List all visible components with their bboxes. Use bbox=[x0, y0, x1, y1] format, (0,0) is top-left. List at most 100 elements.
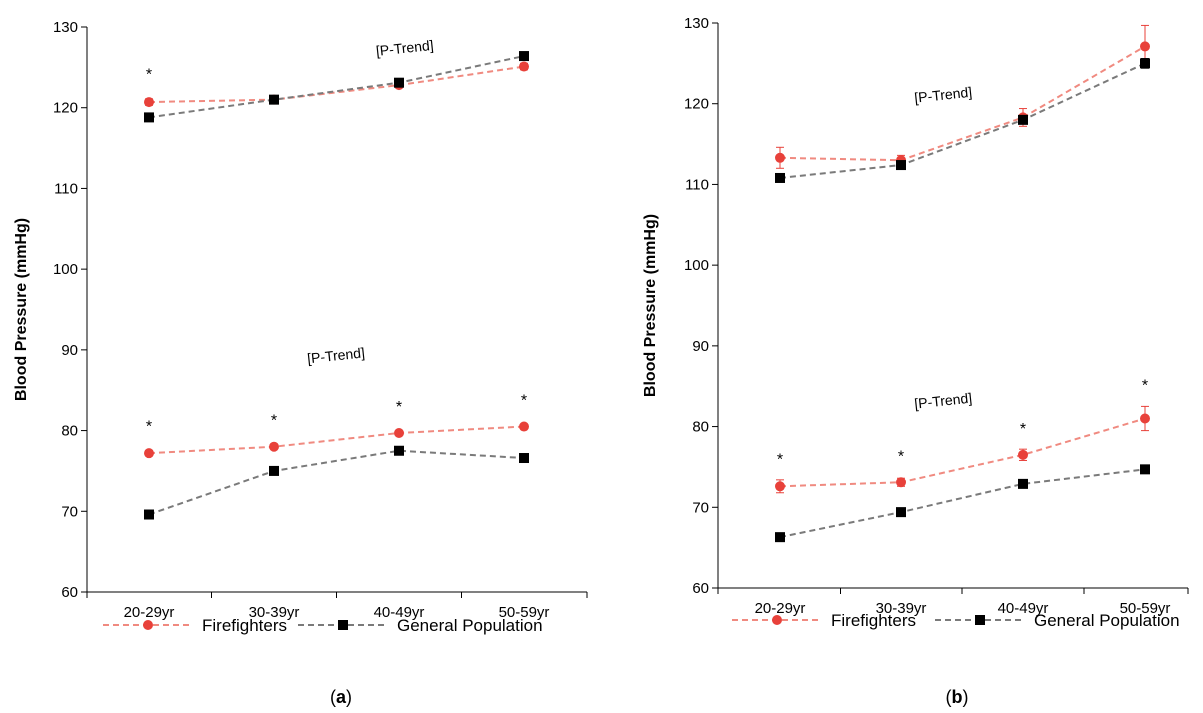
x-tick-label: 30-39yr bbox=[249, 604, 300, 621]
legend-label-firefighters: Firefighters bbox=[202, 616, 287, 635]
data-point bbox=[144, 448, 154, 459]
series-systolic-general-population bbox=[775, 58, 1150, 183]
data-point bbox=[519, 51, 529, 62]
series-diastolic-firefighters bbox=[775, 405, 1150, 494]
series-diastolic-firefighters bbox=[144, 421, 529, 459]
legend: Firefighters General Population bbox=[732, 611, 1180, 630]
series-line bbox=[148, 425, 525, 455]
y-tick-label: 70 bbox=[692, 499, 709, 516]
panel-label-paren: ) bbox=[963, 687, 969, 707]
panel-label-paren: ( bbox=[330, 687, 336, 707]
chart-panel-b: 60 70 80 90 100 110 120 130 20-29yr 30-39yr 40-49y… bbox=[642, 15, 1189, 707]
legend-label-firefighters: Firefighters bbox=[831, 611, 916, 630]
data-point bbox=[144, 509, 154, 520]
y-tick-label: 90 bbox=[692, 338, 709, 355]
significance-star: * bbox=[271, 413, 277, 430]
panel-label-letter: b bbox=[952, 687, 963, 707]
x-tick-label: 40-49yr bbox=[998, 600, 1049, 617]
y-tick-label: 120 bbox=[53, 100, 78, 117]
data-point bbox=[519, 61, 529, 72]
data-point bbox=[1018, 449, 1028, 460]
significance-star: * bbox=[777, 452, 783, 469]
x-tick-label: 50-59yr bbox=[1120, 600, 1171, 617]
series-line bbox=[148, 449, 525, 516]
data-point bbox=[1140, 413, 1150, 424]
significance-star: * bbox=[146, 66, 152, 83]
series-line bbox=[779, 62, 1146, 179]
panel-label-letter: a bbox=[336, 687, 347, 707]
data-point bbox=[1140, 58, 1150, 69]
data-point bbox=[896, 477, 906, 488]
data-point bbox=[1140, 464, 1150, 475]
p-trend-annotation: [P-Trend] bbox=[914, 390, 973, 412]
series-line bbox=[148, 65, 525, 104]
x-tick-label: 40-49yr bbox=[374, 604, 425, 621]
x-tick-label: 50-59yr bbox=[499, 604, 550, 621]
p-trend-annotation: [P-Trend] bbox=[914, 84, 973, 106]
data-point bbox=[269, 465, 279, 476]
significance-star: * bbox=[146, 418, 152, 435]
legend-marker-firefighters bbox=[143, 620, 153, 630]
significance-star: * bbox=[1020, 421, 1026, 438]
data-point bbox=[144, 97, 154, 108]
data-point bbox=[896, 507, 906, 518]
data-point bbox=[519, 453, 529, 464]
y-tick-label: 90 bbox=[61, 342, 78, 359]
y-tick-label: 100 bbox=[53, 261, 78, 278]
series-line bbox=[779, 468, 1146, 539]
data-point bbox=[394, 427, 404, 438]
legend: Firefighters General Population bbox=[103, 616, 543, 635]
series-diastolic-general-population bbox=[775, 464, 1150, 543]
y-axis-label: Blood Pressure (mmHg) bbox=[13, 218, 30, 401]
legend-label-general-population: General Population bbox=[1034, 611, 1180, 630]
y-tick-label: 80 bbox=[692, 419, 709, 436]
data-point bbox=[519, 421, 529, 432]
x-tick-label: 30-39yr bbox=[876, 600, 927, 617]
panel-label: (a) bbox=[330, 687, 352, 707]
data-point bbox=[1018, 114, 1028, 125]
legend-label-general-population: General Population bbox=[397, 616, 543, 635]
legend-marker-firefighters bbox=[772, 615, 782, 625]
data-point bbox=[896, 160, 906, 171]
series-line bbox=[779, 45, 1146, 162]
data-point bbox=[1018, 478, 1028, 489]
data-point bbox=[394, 77, 404, 88]
panel-label-paren: ( bbox=[946, 687, 952, 707]
y-tick-label: 130 bbox=[684, 15, 709, 32]
data-point bbox=[775, 152, 785, 163]
series-line bbox=[779, 417, 1146, 488]
y-tick-label: 60 bbox=[692, 580, 709, 597]
y-tick-label: 100 bbox=[684, 257, 709, 274]
data-point bbox=[269, 441, 279, 452]
data-point bbox=[144, 112, 154, 123]
series-line bbox=[148, 55, 525, 119]
panel-label: (b) bbox=[946, 687, 969, 707]
legend-marker-general-population bbox=[338, 620, 348, 630]
data-point bbox=[775, 172, 785, 183]
series-systolic-firefighters bbox=[144, 61, 529, 108]
data-point bbox=[775, 532, 785, 543]
significance-star: * bbox=[521, 393, 527, 410]
data-point bbox=[775, 481, 785, 492]
panel-label-paren: ) bbox=[346, 687, 352, 707]
data-point bbox=[394, 445, 404, 456]
significance-star: * bbox=[1142, 377, 1148, 394]
significance-star: * bbox=[898, 448, 904, 465]
y-tick-label: 60 bbox=[61, 584, 78, 601]
y-tick-label: 80 bbox=[61, 423, 78, 440]
y-tick-label: 110 bbox=[685, 176, 709, 193]
x-tick-label: 20-29yr bbox=[124, 604, 175, 621]
p-trend-annotation: [P-Trend] bbox=[375, 37, 434, 59]
series-systolic-general-population bbox=[144, 51, 529, 123]
chart-panel-a: 60 70 80 90 100 110 120 130 20-29yr 30-39yr 40-49y… bbox=[13, 19, 588, 707]
series-diastolic-general-population bbox=[144, 445, 529, 520]
y-tick-label: 110 bbox=[54, 180, 78, 197]
data-point bbox=[1140, 41, 1150, 52]
data-point bbox=[269, 94, 279, 105]
y-axis-label: Blood Pressure (mmHg) bbox=[642, 214, 659, 397]
significance-star: * bbox=[396, 399, 402, 416]
x-tick-label: 20-29yr bbox=[755, 600, 806, 617]
y-tick-label: 70 bbox=[61, 503, 78, 520]
legend-marker-general-population bbox=[975, 615, 985, 625]
